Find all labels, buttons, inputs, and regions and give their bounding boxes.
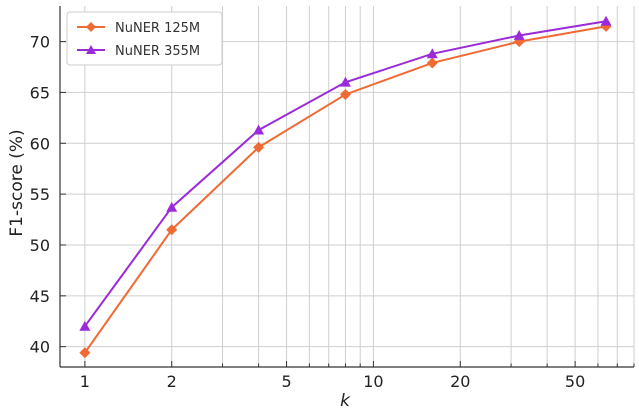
- legend-label-1: NuNER 355M: [115, 44, 200, 59]
- legend-label-0: NuNER 125M: [115, 21, 200, 36]
- data-point: [426, 48, 438, 59]
- data-point: [600, 15, 612, 26]
- y-tick-label: 40: [30, 338, 50, 357]
- x-tick-label: 5: [281, 372, 291, 391]
- y-tick-label: 45: [30, 287, 50, 306]
- data-point: [513, 29, 525, 40]
- x-tick-label: 2: [167, 372, 177, 391]
- y-axis-label: F1-score (%): [7, 129, 27, 236]
- y-tick-label: 65: [30, 83, 50, 102]
- series-layer: [79, 15, 612, 359]
- data-point: [166, 224, 178, 236]
- y-tick-label: 60: [30, 134, 50, 153]
- y-tick-label: 50: [30, 236, 50, 255]
- y-tick-label: 55: [30, 185, 50, 204]
- legend-box: [66, 11, 223, 66]
- data-point: [339, 76, 351, 87]
- x-axis-label: k: [340, 391, 351, 411]
- data-point: [253, 124, 265, 135]
- legend: NuNER 125M NuNER 355M: [66, 11, 223, 66]
- data-point: [79, 320, 91, 331]
- data-point: [253, 141, 265, 153]
- data-point: [339, 88, 351, 100]
- x-tick-label: 20: [450, 372, 470, 391]
- axes: 1 2 5 10 20 50 40 45 50 55 60 65 70: [30, 6, 635, 391]
- legend-entry-0: NuNER 125M: [77, 21, 200, 36]
- legend-marker-1: [86, 45, 96, 54]
- x-tick-label: 1: [80, 372, 90, 391]
- series-1: [79, 15, 612, 331]
- grid: [60, 6, 635, 367]
- legend-entry-1: NuNER 355M: [77, 44, 200, 59]
- data-point: [426, 57, 438, 69]
- data-point: [79, 347, 91, 359]
- data-point: [166, 201, 178, 212]
- legend-marker-0: [86, 22, 96, 32]
- x-tick-label: 10: [363, 372, 383, 391]
- x-tick-label: 50: [565, 372, 585, 391]
- y-tick-label: 70: [30, 33, 50, 52]
